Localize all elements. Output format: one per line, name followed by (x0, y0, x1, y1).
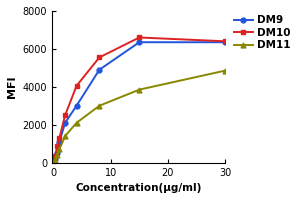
DM10 (55, 144, 59, 147)
Line: DM10: DM10 (51, 35, 227, 165)
DM9 (55, 152, 59, 154)
DM10 (63, 114, 67, 116)
DM10 (137, 36, 141, 39)
DM9 (58, 141, 61, 143)
DM9 (98, 69, 101, 71)
Legend: DM9, DM10, DM11: DM9, DM10, DM11 (232, 13, 292, 52)
DM10 (58, 137, 61, 139)
DM10 (52, 161, 56, 164)
X-axis label: Concentration(μg/ml): Concentration(μg/ml) (75, 183, 202, 193)
Line: DM11: DM11 (51, 68, 227, 165)
DM9 (137, 41, 141, 43)
DM10 (98, 56, 101, 59)
DM9 (75, 105, 78, 107)
DM9 (52, 161, 56, 164)
DM10 (54, 155, 57, 157)
DM11 (54, 159, 57, 161)
DM10 (223, 40, 227, 42)
Line: DM9: DM9 (51, 40, 227, 165)
DM11 (58, 148, 61, 151)
Y-axis label: MFI: MFI (7, 76, 17, 98)
DM11 (98, 105, 101, 107)
DM11 (137, 88, 141, 91)
DM11 (63, 135, 67, 137)
DM9 (54, 158, 57, 160)
DM11 (52, 161, 56, 164)
DM9 (63, 122, 67, 124)
DM11 (75, 122, 78, 124)
DM9 (223, 41, 227, 43)
DM11 (55, 154, 59, 156)
DM11 (223, 69, 227, 72)
DM10 (75, 85, 78, 87)
